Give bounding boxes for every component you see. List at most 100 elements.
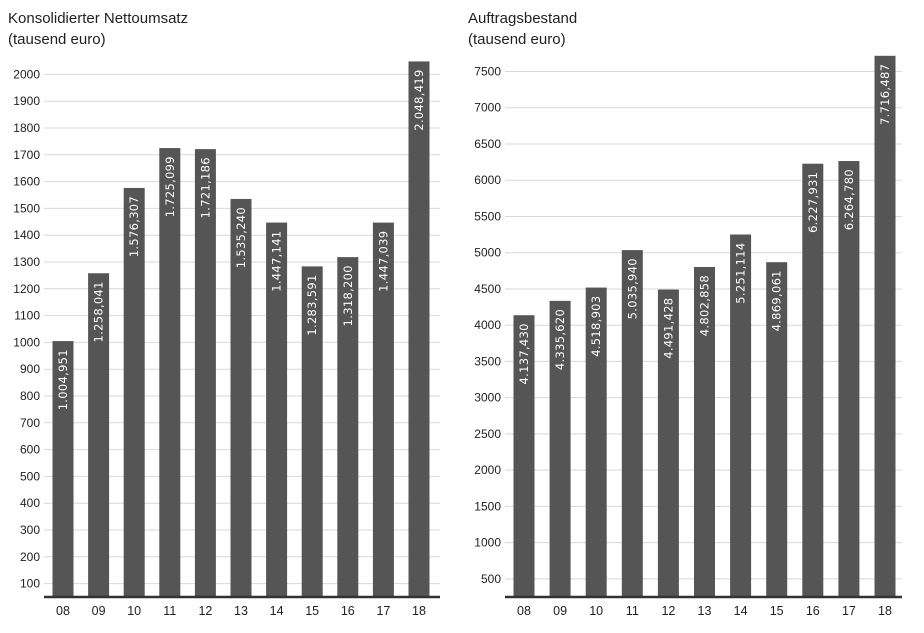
chart2-bar xyxy=(838,161,860,598)
chart2-bar xyxy=(585,287,607,597)
chart2-bar xyxy=(802,163,824,597)
chart2-data-label: 6.264,780 xyxy=(842,169,856,230)
chart2-ytick-label: 7500 xyxy=(474,64,501,78)
chart1-bar xyxy=(230,198,252,597)
chart2-data-label: 7.716,487 xyxy=(878,64,892,125)
chart2-ytick-label: 5000 xyxy=(474,246,501,260)
chart2-ytick-label: 500 xyxy=(481,572,501,586)
chart2-ytick-label: 5500 xyxy=(474,209,501,223)
chart1-xtick-label: 09 xyxy=(92,604,106,618)
chart1-bar xyxy=(123,187,145,598)
chart2-title-block: Auftragsbestand (tausend euro) xyxy=(468,8,577,50)
chart1-bar xyxy=(52,341,74,597)
chart1-bar xyxy=(88,273,110,597)
chart2-ytick-label: 3000 xyxy=(474,391,501,405)
chart1-data-label: 2.048,419 xyxy=(412,69,426,130)
chart2-bar xyxy=(657,289,679,597)
chart1-subtitle: (tausend euro) xyxy=(8,31,106,48)
chart1-ytick-label: 1300 xyxy=(13,255,40,269)
chart1-data-label: 1.535,240 xyxy=(234,207,248,268)
chart1-ytick-label: 1700 xyxy=(13,148,40,162)
chart1-xtick-label: 15 xyxy=(305,604,319,618)
chart2-xtick-label: 11 xyxy=(626,604,639,618)
chart2-xtick-label: 18 xyxy=(878,604,892,618)
chart1-data-label: 1.725,099 xyxy=(163,156,177,217)
chart2-data-label: 4.491,428 xyxy=(661,298,675,359)
chart2-xtick-label: 17 xyxy=(842,604,856,618)
chart2-ytick-label: 2000 xyxy=(474,463,501,477)
chart1-bar xyxy=(372,222,394,597)
chart1-xtick-label: 13 xyxy=(234,604,248,618)
chart1-data-label: 1.447,039 xyxy=(376,231,390,292)
chart1-xtick-label: 08 xyxy=(56,604,70,618)
chart1-ytick-label: 600 xyxy=(20,443,40,457)
chart1-title: Konsolidierter Nettoumsatz xyxy=(8,10,189,27)
chart1-ytick-label: 500 xyxy=(20,469,40,483)
chart1-data-label: 1.721,186 xyxy=(198,157,212,218)
chart2-bar xyxy=(766,262,788,597)
chart1-title-block: Konsolidierter Nettoumsatz (tausend euro… xyxy=(8,8,188,50)
chart1-ytick-label: 200 xyxy=(20,550,40,564)
chart1-ytick-label: 900 xyxy=(20,362,40,376)
chart2-subtitle: (tausend euro) xyxy=(468,31,566,48)
chart2-bar xyxy=(549,300,571,597)
chart2-xtick-label: 16 xyxy=(806,604,820,618)
chart1-xtick-label: 12 xyxy=(198,604,212,618)
chart2-ytick-label: 6500 xyxy=(474,137,501,151)
chart2-bar xyxy=(621,250,643,597)
chart1-ytick-label: 1600 xyxy=(13,175,40,189)
chart1-data-label: 1.004,951 xyxy=(56,349,70,410)
chart1-ytick-label: 1500 xyxy=(13,201,40,215)
chart2-ytick-label: 1500 xyxy=(474,499,501,513)
chart1-xtick-label: 11 xyxy=(163,604,176,618)
chart1-data-label: 1.258,041 xyxy=(92,281,106,342)
chart1-ytick-label: 400 xyxy=(20,496,40,510)
chart1-xtick-label: 16 xyxy=(341,604,355,618)
chart1-ytick-label: 1400 xyxy=(13,228,40,242)
chart1-ytick-label: 1200 xyxy=(13,282,40,296)
chart1-data-label: 1.447,141 xyxy=(270,231,284,292)
chart1-xtick-label: 18 xyxy=(412,604,426,618)
chart2-data-label: 5.035,940 xyxy=(625,258,639,319)
chart2-data-label: 4.802,858 xyxy=(698,275,712,336)
chart2-data-label: 6.227,931 xyxy=(806,172,820,233)
chart1-ytick-label: 300 xyxy=(20,523,40,537)
chart2-xtick-label: 15 xyxy=(770,604,784,618)
chart1-bar xyxy=(408,61,430,598)
chart2-ytick-label: 3500 xyxy=(474,354,501,368)
chart2-data-label: 4.518,903 xyxy=(589,296,603,357)
chart1-ytick-label: 1900 xyxy=(13,94,40,108)
chart2-ytick-label: 4000 xyxy=(474,318,501,332)
chart1-bar xyxy=(266,222,288,597)
chart2-data-label: 5.251,114 xyxy=(734,243,748,304)
chart2-bar xyxy=(513,315,535,597)
chart2-ytick-label: 2500 xyxy=(474,427,501,441)
chart1-ytick-label: 700 xyxy=(20,416,40,430)
chart1-bar xyxy=(301,266,323,597)
chart2-ytick-label: 4500 xyxy=(474,282,501,296)
chart1-ytick-label: 1800 xyxy=(13,121,40,135)
chart1-xtick-label: 17 xyxy=(376,604,390,618)
chart2-ytick-label: 6000 xyxy=(474,173,501,187)
chart1-ytick-label: 800 xyxy=(20,389,40,403)
chart1-xtick-label: 14 xyxy=(270,604,284,618)
chart2-xtick-label: 10 xyxy=(589,604,603,618)
chart1-ytick-label: 100 xyxy=(20,577,40,591)
chart2-xtick-label: 14 xyxy=(734,604,748,618)
chart2-data-label: 4.335,620 xyxy=(553,309,567,370)
chart2-title: Auftragsbestand xyxy=(468,10,578,27)
chart1-bar xyxy=(194,149,216,598)
chart1-bar xyxy=(337,257,359,597)
chart2-xtick-label: 13 xyxy=(698,604,712,618)
chart1-data-label: 1.576,307 xyxy=(127,196,141,257)
chart1-data-label: 1.283,591 xyxy=(305,274,319,335)
chart2-ytick-label: 7000 xyxy=(474,101,501,115)
chart1-ytick-label: 1000 xyxy=(13,335,40,349)
chart2-xtick-label: 08 xyxy=(517,604,531,618)
chart1-data-label: 1.318,200 xyxy=(341,265,355,326)
chart2-data-label: 4.137,430 xyxy=(517,323,531,384)
chart2-bar xyxy=(694,266,715,597)
chart1-ytick-label: 2000 xyxy=(13,67,40,81)
